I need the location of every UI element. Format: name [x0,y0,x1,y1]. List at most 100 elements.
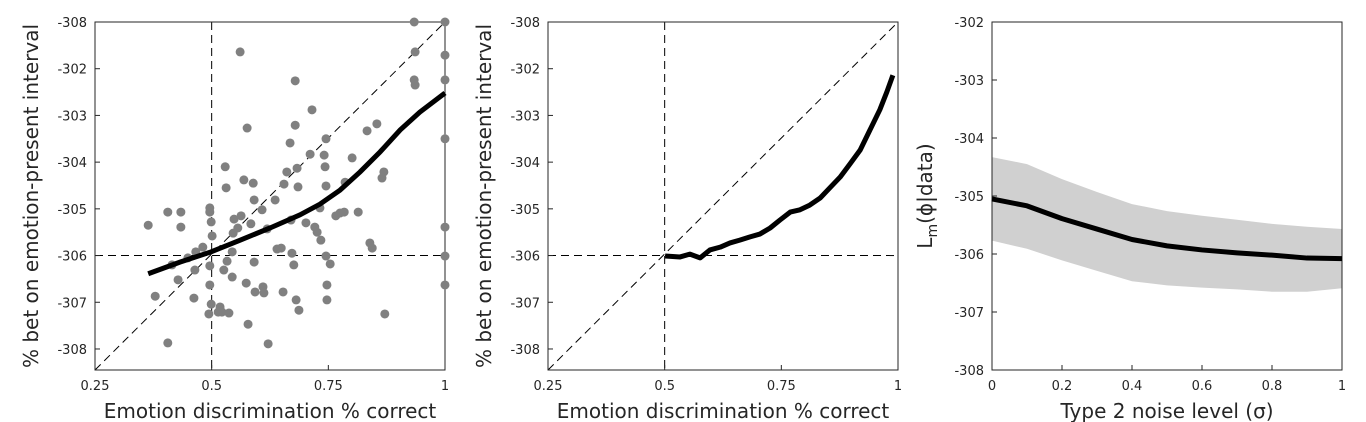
scatter-point [204,309,214,319]
scatter-point [250,287,260,297]
scatter-point [440,134,450,144]
scatter-point [222,256,232,266]
y-tick-label: -308 [57,343,87,358]
y-tick-label: -306 [510,250,540,265]
y-tick-label: -305 [57,203,87,218]
scatter-point [229,214,239,224]
scatter-point [236,211,246,221]
scatter-point [325,259,335,269]
scatter-point [321,134,331,144]
scatter-point [339,207,349,217]
scatter-point [294,305,304,315]
scatter-point [227,247,237,257]
scatter-point [263,339,273,349]
y-tick-label: -303 [954,74,984,89]
scatter-point [233,223,243,233]
scatter-point [282,167,292,177]
scatter-point [224,308,234,318]
y-tick-label: -306 [57,250,87,265]
scatter-point [440,251,450,261]
scatter-point [380,309,390,319]
scatter-point [440,50,450,60]
scatter-point [305,149,315,159]
scatter-point [217,307,227,317]
scatter-point [379,167,389,177]
scatter-point [372,119,382,129]
scatter-point [440,280,450,290]
x-tick-label: 0.5 [201,379,222,394]
scatter-point [279,179,289,189]
plot-frame [94,21,446,371]
y-label-main: L [913,237,937,249]
x-tick-label: 0.75 [314,379,343,394]
scatter-point [248,178,258,188]
y-tick-label: -307 [954,306,984,321]
scatter-point [287,248,297,258]
x-tick-label: 0.8 [1262,379,1283,394]
scatter-point [198,242,208,252]
y-tick-label: -303 [510,109,540,124]
scatter-point [410,80,420,90]
scatter-point [276,243,286,253]
x-tick-label: 1 [441,379,449,394]
y-tick-label: -308 [954,364,984,379]
x-tick-label: 0.2 [1052,379,1073,394]
scatter-point [176,222,186,232]
scatter-point [205,261,215,271]
scatter-point [246,219,256,229]
identity-line [94,21,446,371]
scatter-point [207,231,217,241]
y-axis-label: Lm(ϕ|data) [913,143,941,248]
identity-line [547,21,899,371]
scatter-point [322,295,332,305]
scatter-point [321,181,331,191]
x-tick-label: 0 [988,379,996,394]
scatter-point [270,195,280,205]
scatter-point [440,17,450,27]
y-tick-label: -304 [57,156,87,171]
scatter-point [321,251,331,261]
scatter-point [221,183,231,193]
scatter-point [353,207,363,217]
scatter-point [205,207,215,217]
scatter-point [249,195,259,205]
x-tick-label: 0.75 [767,379,796,394]
x-tick-label: 0.25 [81,379,110,394]
x-tick-label: 0.5 [654,379,675,394]
y-tick-label: -307 [57,296,87,311]
scatter-point [410,47,420,57]
y-tick-label: -308 [510,16,540,31]
x-axis-label: Emotion discrimination % correct [557,399,890,422]
y-tick-label: -304 [954,132,984,147]
scatter-point [163,207,173,217]
scatter-point [239,175,249,185]
scatter-point [319,150,329,160]
scatter-point [241,278,251,288]
y-tick-label: -302 [954,16,984,31]
scatter-point [440,75,450,85]
scatter-point [301,218,311,228]
scatter-point [316,235,326,245]
confidence-band [992,157,1342,292]
scatter-point [227,272,237,282]
scatter-point [189,293,199,303]
scatter-point [176,207,186,217]
scatter-point [220,162,230,172]
scatter-point [362,126,372,136]
scatter-point [285,138,295,148]
scatter-point [173,275,183,285]
scatter-point [291,295,301,305]
scatter-point [235,47,245,57]
scatter-point [150,291,160,301]
y-axis-label: % bet on emotion-present interval [472,24,496,368]
scatter-point [205,280,215,290]
data-line [991,196,1343,262]
fit-line [147,91,447,277]
scatter-point [163,338,173,348]
scatter-point [440,222,450,232]
scatter-point [312,227,322,237]
scatter-point [293,182,303,192]
y-label-sub: m [925,224,941,238]
scatter-point [249,257,259,267]
